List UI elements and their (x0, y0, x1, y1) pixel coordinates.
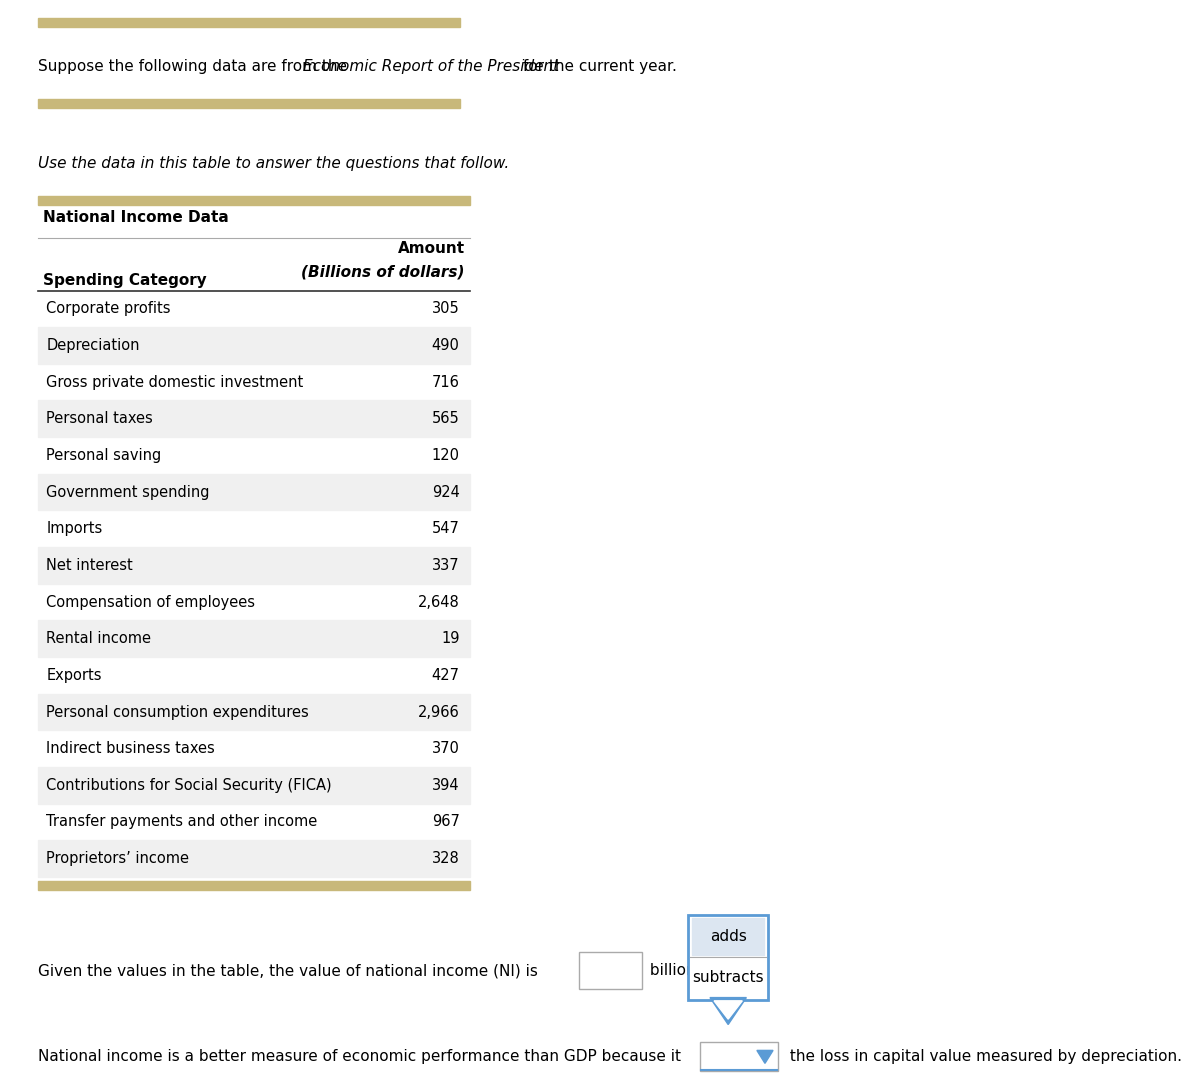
Text: Depreciation: Depreciation (47, 338, 140, 353)
Text: National Income Data: National Income Data (43, 210, 229, 225)
Text: for the current year.: for the current year. (518, 59, 677, 74)
Bar (38, 694, 469, 731)
Text: Economic Report of the President: Economic Report of the President (302, 59, 559, 74)
Text: Suppose the following data are from the: Suppose the following data are from the (38, 59, 353, 74)
Bar (38, 547, 469, 584)
Text: the loss in capital value measured by depreciation.: the loss in capital value measured by de… (785, 1049, 1182, 1064)
Text: Given the values in the table, the value of national income (NI) is: Given the values in the table, the value… (38, 963, 544, 978)
Text: 120: 120 (432, 448, 460, 462)
Text: Imports: Imports (47, 522, 103, 536)
Text: 2,966: 2,966 (418, 705, 460, 719)
Text: 370: 370 (432, 742, 460, 756)
Text: Government spending: Government spending (47, 485, 210, 499)
Text: $: $ (584, 964, 594, 978)
Text: Rental income: Rental income (47, 632, 151, 646)
Text: Personal consumption expenditures: Personal consumption expenditures (47, 705, 310, 719)
FancyBboxPatch shape (578, 952, 642, 989)
Text: Amount: Amount (397, 241, 464, 257)
Bar (38, 196, 469, 205)
Text: adds: adds (709, 929, 746, 944)
Text: Net interest: Net interest (47, 558, 133, 572)
Text: 924: 924 (432, 485, 460, 499)
Text: Compensation of employees: Compensation of employees (47, 595, 256, 609)
Text: subtracts: subtracts (692, 970, 764, 985)
Bar (38, 99, 460, 108)
Text: 394: 394 (432, 778, 460, 792)
Text: Contributions for Social Security (FICA): Contributions for Social Security (FICA) (47, 778, 332, 792)
Bar (38, 473, 469, 511)
Bar (38, 841, 469, 877)
FancyBboxPatch shape (689, 914, 768, 999)
Text: Gross private domestic investment: Gross private domestic investment (47, 375, 304, 389)
Bar (38, 621, 469, 657)
Text: 565: 565 (432, 412, 460, 426)
Bar (38, 400, 469, 438)
Bar (692, 918, 764, 955)
Text: 490: 490 (432, 338, 460, 353)
Text: Proprietors’ income: Proprietors’ income (47, 852, 190, 866)
Bar (38, 18, 460, 27)
Text: billion: billion (644, 963, 696, 978)
Bar (38, 881, 469, 889)
Text: Corporate profits: Corporate profits (47, 302, 170, 316)
Text: 427: 427 (432, 668, 460, 682)
Text: Indirect business taxes: Indirect business taxes (47, 742, 215, 756)
Text: 967: 967 (432, 815, 460, 829)
FancyBboxPatch shape (701, 1042, 778, 1072)
Bar (38, 768, 469, 804)
Text: Use the data in this table to answer the questions that follow.: Use the data in this table to answer the… (38, 156, 510, 171)
Text: Personal saving: Personal saving (47, 448, 162, 462)
Polygon shape (714, 1000, 743, 1019)
Polygon shape (710, 997, 746, 1024)
Text: 337: 337 (432, 558, 460, 572)
Text: 547: 547 (432, 522, 460, 536)
Text: 716: 716 (432, 375, 460, 389)
Text: Exports: Exports (47, 668, 102, 682)
Text: (Billions of dollars): (Billions of dollars) (301, 265, 464, 280)
Text: National income is a better measure of economic performance than GDP because it: National income is a better measure of e… (38, 1049, 686, 1064)
Text: Personal taxes: Personal taxes (47, 412, 154, 426)
Bar (38, 327, 469, 363)
Text: 305: 305 (432, 302, 460, 316)
Text: 2,648: 2,648 (418, 595, 460, 609)
Polygon shape (757, 1050, 773, 1063)
Text: Transfer payments and other income: Transfer payments and other income (47, 815, 318, 829)
Text: Spending Category: Spending Category (43, 274, 208, 288)
Text: 19: 19 (442, 632, 460, 646)
Text: 328: 328 (432, 852, 460, 866)
